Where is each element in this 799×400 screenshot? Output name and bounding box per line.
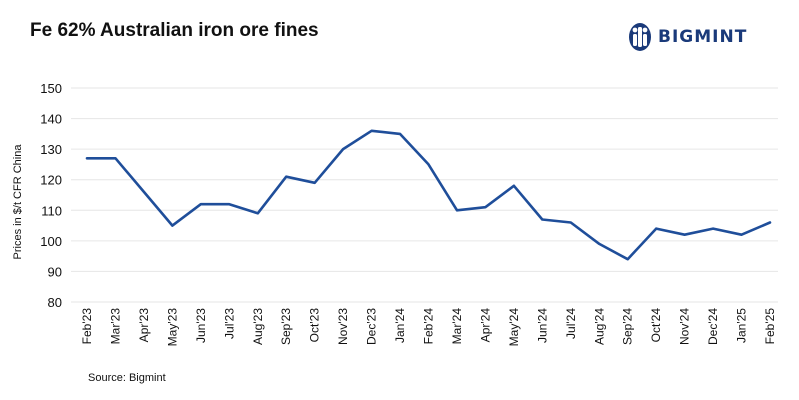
x-tick-label: Apr'23 [137,308,151,343]
y-tick-label: 90 [48,264,62,279]
x-tick-label: May'24 [507,308,521,347]
y-tick-label: 140 [40,112,62,127]
y-tick-label: 150 [40,81,62,96]
x-tick-label: Jan'25 [735,308,749,343]
x-tick-label: Nov'24 [678,308,692,345]
x-tick-label: Mar'23 [108,308,122,345]
x-tick-label: May'23 [165,308,179,347]
bigmint-logo-icon [629,23,651,51]
x-tick-label: Aug'24 [592,308,606,345]
x-tick-label: Sep'24 [621,308,635,345]
x-tick-label: Oct'23 [308,308,322,343]
x-tick-label: Feb'25 [763,308,777,345]
series-layer [85,129,772,261]
x-tick-label: Jul'24 [564,308,578,339]
y-tick-label: 110 [41,203,62,218]
x-tick-label: Feb'23 [80,308,94,345]
y-tick-label: 100 [40,234,62,249]
source-note: Source: Bigmint [88,372,166,384]
x-tick-label: Jan'24 [393,308,407,343]
series-line [85,129,772,261]
x-tick-label: Jun'24 [535,308,549,343]
x-tick-label: Oct'24 [649,308,663,343]
x-tick-label: Apr'24 [478,308,492,343]
x-tick-label: Jun'23 [194,308,208,343]
y-tick-labels: 80 90 100 110 120 130 140 150 [40,81,62,310]
x-tick-label: Feb'24 [422,308,436,345]
y-tick-label: 120 [40,173,62,188]
x-tick-label: Jul'23 [222,308,236,339]
y-tick-label: 80 [48,295,62,310]
y-axis-label: Prices in $/t CFR China [12,144,24,260]
y-tick-label: 130 [40,142,62,157]
grid-lines [71,87,778,303]
x-tick-label: Sep'23 [279,308,293,345]
brand-name: BIGMINT [658,27,748,47]
x-tick-labels: Feb'23 Mar'23 Apr'23 May'23 Jun'23 Jul'23 Aug'… [80,308,777,347]
x-tick-label: Dec'24 [706,308,720,345]
x-tick-label: Nov'23 [336,308,350,345]
chart-title: Fe 62% Australian iron ore fines [30,20,319,41]
x-tick-label: Aug'23 [251,308,265,345]
x-tick-label: Mar'24 [450,308,464,345]
x-tick-label: Dec'23 [365,308,379,345]
brand-logo: BIGMINT [628,22,747,52]
